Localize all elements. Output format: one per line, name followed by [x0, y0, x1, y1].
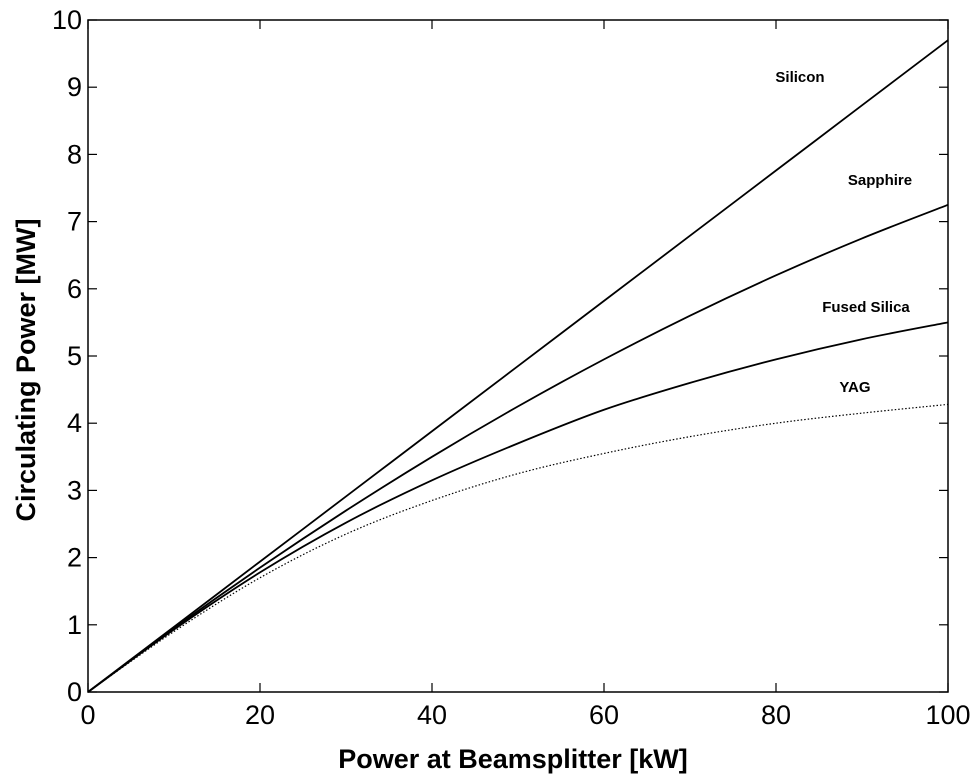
y-tick-label: 8	[67, 139, 82, 169]
y-tick-label: 10	[52, 5, 82, 35]
y-tick-label: 6	[67, 274, 82, 304]
y-tick-label: 3	[67, 475, 82, 505]
y-axis-title: Circulating Power [MW]	[11, 219, 41, 522]
x-tick-label: 100	[925, 700, 970, 730]
series-label-sapphire: Sapphire	[848, 172, 912, 189]
series-label-yag: YAG	[839, 379, 870, 396]
series-line-fused-silica	[87, 321, 949, 693]
series-label-fused-silica: Fused Silica	[822, 299, 910, 316]
x-tick-label: 0	[80, 700, 95, 730]
series-label-silicon: Silicon	[775, 69, 824, 86]
x-tick-label: 80	[761, 700, 791, 730]
y-tick-label: 7	[67, 207, 82, 237]
series-lines	[87, 39, 949, 693]
x-axis-title: Power at Beamsplitter [kW]	[338, 744, 688, 774]
y-tick-label: 2	[67, 543, 82, 573]
series-labels: Silicon Sapphire Fused Silica YAG	[775, 69, 912, 396]
y-tick-label: 9	[67, 72, 82, 102]
x-tick-label: 40	[417, 700, 447, 730]
plot-axes	[87, 19, 949, 693]
x-tick-label: 60	[589, 700, 619, 730]
y-tick-label: 5	[67, 341, 82, 371]
axis-ticks: 0 20 40 60 80 100 0 1 2 3 4 5 6 7 8 9 10	[52, 5, 971, 730]
x-tick-label: 20	[245, 700, 275, 730]
plot-frame	[87, 19, 949, 693]
y-tick-label: 0	[67, 677, 82, 707]
y-tick-label: 4	[67, 408, 82, 438]
series-line-sapphire	[87, 203, 949, 693]
series-line-yag	[87, 403, 949, 693]
y-tick-label: 1	[67, 610, 82, 640]
series-line-silicon	[87, 39, 949, 693]
